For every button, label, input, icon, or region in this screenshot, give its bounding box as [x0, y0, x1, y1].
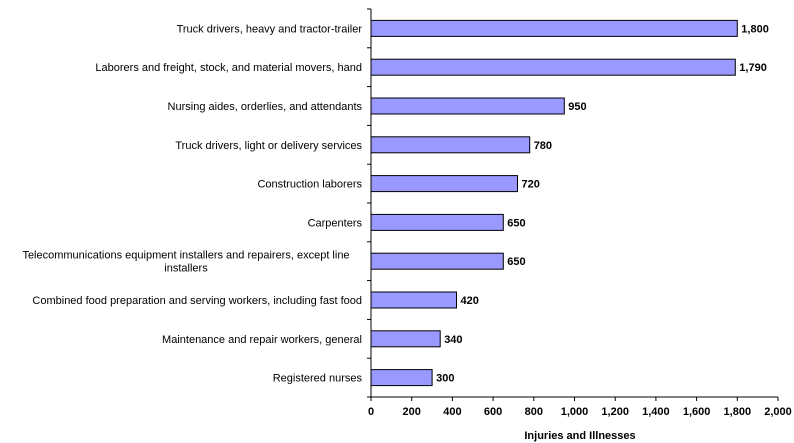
bar-0 [370, 19, 738, 37]
bars-layer [370, 19, 738, 387]
x-tick-label-4: 800 [525, 406, 543, 418]
category-label-1: Laborers and freight, stock, and materia… [95, 62, 362, 74]
value-label-1: 1,790 [739, 62, 767, 74]
value-label-7: 420 [461, 295, 479, 307]
x-tick-label-5: 1,000 [561, 406, 589, 418]
category-label-6-line-0: Telecommunications equipment installers … [22, 250, 349, 262]
category-label-0: Truck drivers, heavy and tractor-trailer [177, 23, 363, 35]
axes-layer [367, 8, 779, 401]
category-label-6-line-1: installers [164, 263, 208, 275]
x-tick-label-3: 600 [484, 406, 502, 418]
bar-8 [370, 330, 441, 348]
category-label-4: Construction laborers [257, 179, 362, 191]
value-label-0: 1,800 [741, 23, 769, 35]
bar-3 [370, 136, 531, 154]
x-tick-label-2: 400 [443, 406, 461, 418]
bar-6 [370, 252, 504, 270]
x-tick-label-6: 1,200 [601, 406, 629, 418]
value-label-5: 650 [507, 217, 525, 229]
bar-5 [370, 213, 504, 231]
bar-1 [370, 58, 736, 76]
category-label-7: Combined food preparation and serving wo… [32, 295, 362, 307]
bar-9 [370, 369, 433, 387]
category-label-8: Maintenance and repair workers, general [162, 334, 362, 346]
bar-7 [370, 291, 457, 309]
value-label-6: 650 [507, 256, 525, 268]
category-label-2: Nursing aides, orderlies, and attendants [168, 101, 363, 113]
x-tick-label-9: 1,800 [724, 406, 752, 418]
value-label-9: 300 [436, 373, 454, 385]
x-tick-label-7: 1,400 [642, 406, 670, 418]
x-tick-label-1: 200 [403, 406, 421, 418]
value-label-3: 780 [534, 140, 552, 152]
bar-2 [370, 97, 565, 115]
bar-4 [370, 175, 518, 193]
category-label-9: Registered nurses [273, 373, 363, 385]
value-label-4: 720 [522, 179, 540, 191]
value-label-8: 340 [444, 334, 462, 346]
labels-layer: 1,800 Truck drivers, heavy and tractor-tr… [22, 23, 791, 418]
value-label-2: 950 [568, 101, 586, 113]
x-axis-title: Injuries and Illnesses [524, 430, 635, 442]
x-tick-label-10: 2,000 [764, 406, 792, 418]
x-tick-label-8: 1,600 [683, 406, 711, 418]
category-label-3: Truck drivers, light or delivery service… [175, 140, 362, 152]
x-tick-label-0: 0 [368, 406, 374, 418]
category-label-5: Carpenters [308, 217, 363, 229]
